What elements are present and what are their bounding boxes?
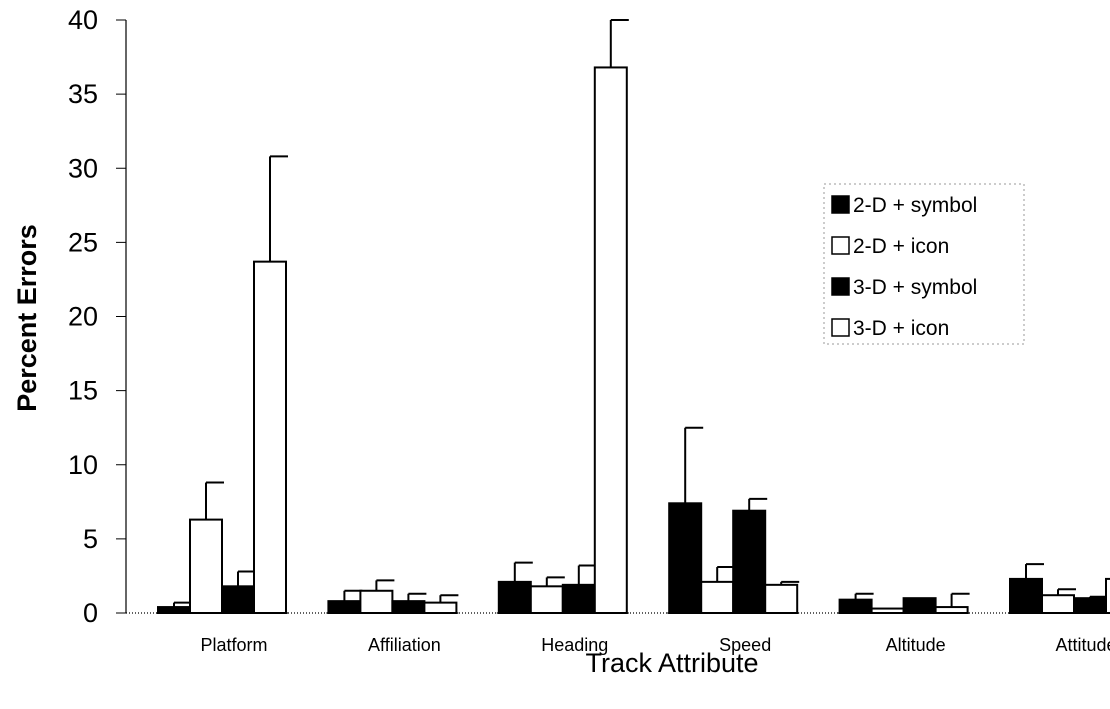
x-tick-label: Speed xyxy=(719,635,771,655)
bar xyxy=(423,601,458,614)
bar xyxy=(327,600,362,615)
bar xyxy=(561,583,596,615)
legend-label: 3-D + icon xyxy=(853,317,949,340)
bar xyxy=(870,607,905,614)
bar xyxy=(1073,597,1107,614)
legend-swatch xyxy=(831,195,850,214)
bar xyxy=(253,260,287,614)
bar xyxy=(934,606,969,615)
bar xyxy=(359,589,394,615)
y-tick-label: 20 xyxy=(68,302,98,332)
x-tick-label: Heading xyxy=(541,635,608,655)
bar xyxy=(668,502,703,615)
y-tick-label: 35 xyxy=(68,79,98,109)
bar xyxy=(764,583,799,615)
legend-label: 2-D + icon xyxy=(853,235,949,258)
bar xyxy=(221,585,255,615)
y-tick-label: 30 xyxy=(68,153,98,183)
y-tick-label: 5 xyxy=(83,524,98,554)
x-tick-label: Platform xyxy=(200,635,267,655)
x-tick-label: Attitude xyxy=(1055,635,1110,655)
legend-frame xyxy=(823,183,1025,345)
bar xyxy=(189,518,223,614)
y-axis-label: Percent Errors xyxy=(12,224,42,412)
bars-group xyxy=(156,19,1110,615)
legend-label: 3-D + symbol xyxy=(853,276,977,299)
legend: 2-D + symbol 2-D + icon 3-D + symbol 3-D + … xyxy=(823,183,1025,345)
y-tick-label: 15 xyxy=(68,376,98,406)
legend-label: 2-D + symbol xyxy=(853,194,977,217)
legend-swatch xyxy=(831,277,850,296)
y-tick-label: 40 xyxy=(68,5,98,35)
bar xyxy=(593,66,628,614)
bar xyxy=(700,580,735,614)
bar xyxy=(497,580,532,614)
x-tick-label: Affiliation xyxy=(368,635,441,655)
bar xyxy=(838,598,873,614)
legend-swatch xyxy=(831,318,850,337)
bar xyxy=(157,606,191,615)
bar xyxy=(529,585,564,615)
bar xyxy=(902,597,937,614)
x-axis-label: Track Attribute xyxy=(585,648,758,678)
bar xyxy=(732,509,767,614)
bar xyxy=(1041,594,1075,615)
legend-swatch xyxy=(831,236,850,255)
bar xyxy=(391,600,426,615)
y-tick-label: 25 xyxy=(68,227,98,257)
x-tick-labels: Platform Affiliation Heading Speed Altitude A… xyxy=(200,635,1110,655)
y-tick-label: 0 xyxy=(83,598,98,628)
y-tick-label: 10 xyxy=(68,450,98,480)
bar xyxy=(1009,577,1043,615)
x-tick-label: Altitude xyxy=(886,635,946,655)
bar xyxy=(1105,577,1110,615)
